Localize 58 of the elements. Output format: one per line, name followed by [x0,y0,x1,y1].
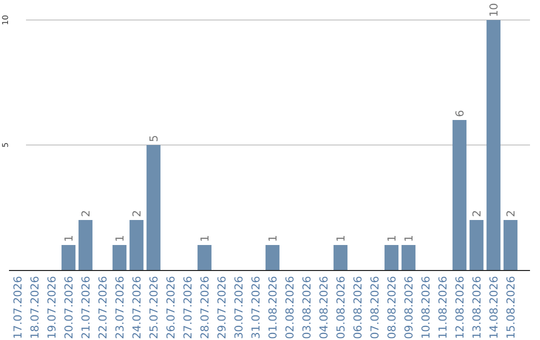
x-tick-label: 03.08.2026 [300,276,314,339]
data-label: 2 [504,210,518,217]
x-tick-label: 01.08.2026 [266,276,280,339]
data-label: 2 [130,210,144,217]
x-tick-label: 21.07.2026 [80,276,92,339]
data-label: 1 [114,235,126,242]
bar [146,145,160,270]
x-tick-label: 12.08.2026 [454,276,466,339]
data-label: 1 [386,235,398,242]
data-label: 10 [488,3,500,17]
bar [452,120,466,270]
x-tick-label: 06.08.2026 [352,276,364,339]
bar [130,220,144,270]
data-label: 1 [198,235,212,242]
x-tick-label: 08.08.2026 [386,276,398,339]
x-tick-label: 29.07.2026 [216,276,228,339]
x-tick-label: 02.08.2026 [284,276,296,339]
x-tick-label: 11.08.2026 [436,276,450,339]
x-tick-label: 30.07.2026 [232,276,246,339]
x-tick-label: 28.07.2026 [198,276,212,339]
x-tick-label: 17.07.2026 [12,276,24,339]
x-tick-label: 04.08.2026 [318,276,330,339]
x-tick-label: 10.08.2026 [420,276,432,339]
data-label: 2 [470,210,484,217]
x-tick-label: 15.08.2026 [504,276,518,339]
bar [78,220,92,270]
x-tick-label: 23.07.2026 [114,276,126,339]
x-tick-label: 09.08.2026 [402,276,416,339]
x-tick-label: 14.08.2026 [488,276,500,339]
bar [384,245,398,270]
x-tick-label: 22.07.2026 [96,276,110,339]
x-tick-label: 19.07.2026 [46,276,58,339]
bar [402,245,416,270]
x-tick-label: 31.07.2026 [250,276,262,339]
x-tick-label: 07.08.2026 [368,276,382,339]
x-tick-label: 25.07.2026 [148,276,160,339]
x-tick-label: 27.07.2026 [182,276,194,339]
data-label: 5 [148,135,160,142]
x-tick-label: 18.07.2026 [28,276,42,339]
data-label: 6 [454,110,466,117]
x-tick-label: 26.07.2026 [164,276,178,339]
bar [486,20,500,270]
data-label: 2 [80,210,92,217]
bar [198,245,212,270]
data-label: 1 [402,235,416,242]
data-label: 1 [62,235,76,242]
data-label: 1 [266,235,280,242]
bar [266,245,280,270]
bar [334,245,348,270]
x-tick-label: 24.07.2026 [130,276,144,339]
x-tick-label: 20.07.2026 [62,276,76,339]
bar [112,245,126,270]
data-label: 1 [334,235,348,242]
x-tick-label: 13.08.2026 [470,276,484,339]
bar [470,220,484,270]
bar [504,220,518,270]
x-tick-label: 05.08.2026 [334,276,348,339]
bar [62,245,76,270]
